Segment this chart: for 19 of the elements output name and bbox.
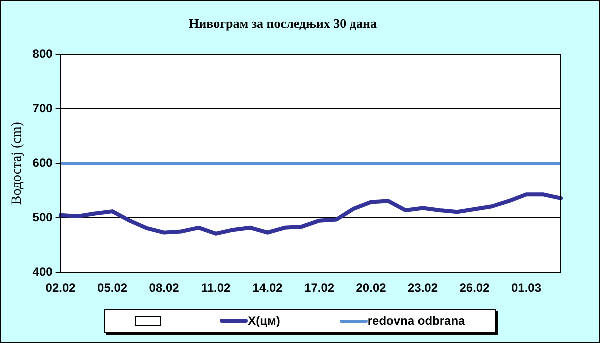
chart-title: Нивограм за последњих 30 дана: [189, 16, 378, 32]
x-tick-label: 02.02: [46, 281, 76, 296]
y-axis-title: Водостај (cm): [10, 122, 26, 206]
y-tick-label: 500: [32, 210, 54, 224]
x-tick-label: 01.03: [511, 281, 542, 296]
y-tick-label: 400: [32, 264, 54, 279]
x-tick-label: 05.02: [98, 281, 128, 296]
x-tick-label: 26.02: [460, 281, 490, 296]
x-tick-label: 08.02: [149, 281, 180, 296]
y-tick-label: 600: [32, 156, 54, 170]
x-tick-label: 11.02: [201, 281, 232, 296]
y-tick-label: 700: [32, 101, 54, 116]
legend-label: X(цм): [248, 314, 280, 328]
y-tick-label: 800: [32, 46, 54, 61]
x-tick-label: 20.02: [356, 281, 387, 296]
x-tick-label: 23.02: [408, 281, 438, 296]
legend-label: redovna odbrana: [368, 314, 466, 328]
x-tick-label: 14.02: [252, 281, 284, 296]
x-tick-label: 17.02: [304, 281, 335, 296]
